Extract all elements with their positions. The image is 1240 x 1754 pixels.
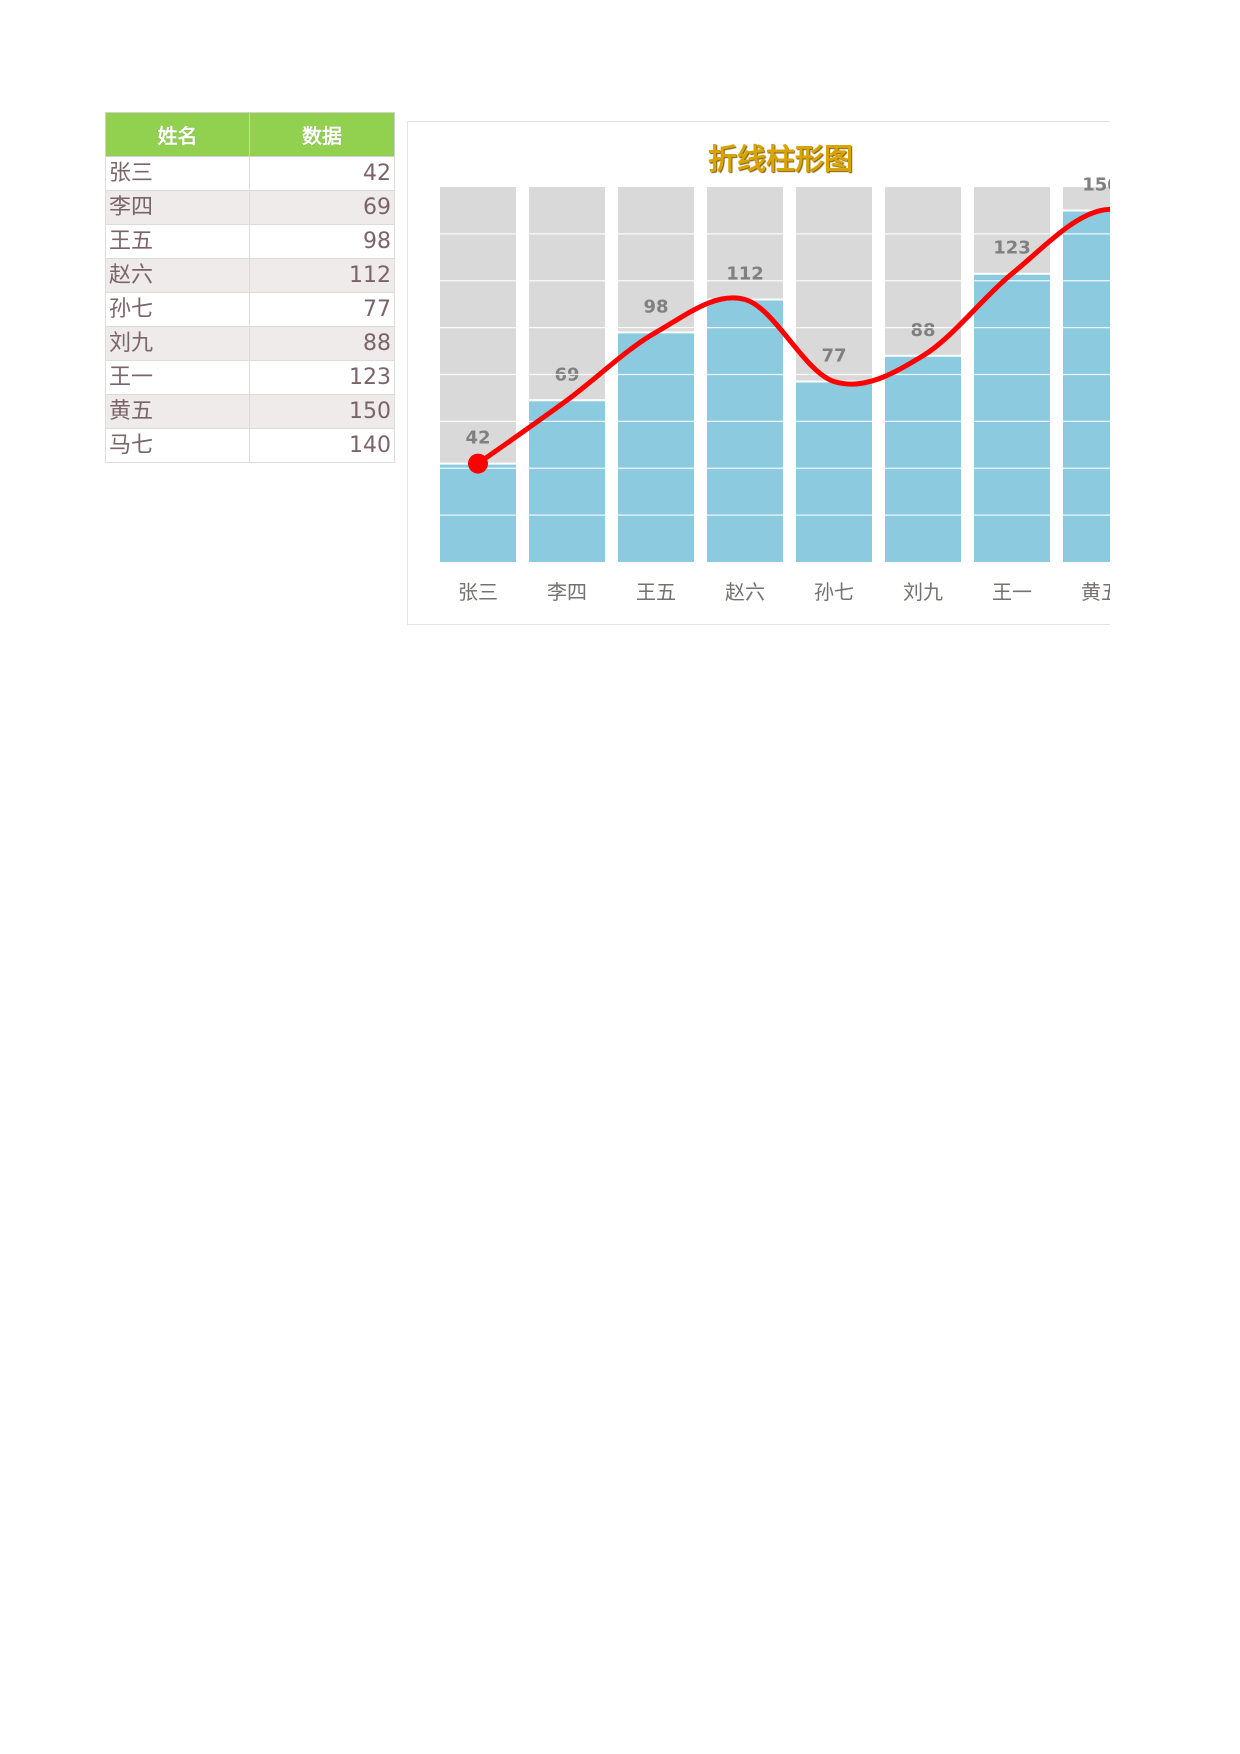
data-bar [707, 299, 783, 562]
value-label: 77 [821, 346, 846, 367]
category-label: 王一 [992, 580, 1032, 604]
table-row: 张三 42 [105, 156, 395, 191]
cell-value: 98 [249, 224, 395, 259]
value-label: 112 [726, 264, 764, 285]
data-table: 姓名 数据 张三 42 李四 69 王五 98 赵六 112 孙七 77 刘九 88 王一 123 黄五 15… [105, 112, 395, 463]
table-header-row: 姓名 数据 [105, 112, 395, 157]
value-label: 98 [643, 296, 668, 317]
category-label: 赵六 [725, 580, 765, 604]
table-row: 刘九 88 [105, 326, 395, 361]
table-row: 孙七 77 [105, 292, 395, 327]
cell-value: 69 [249, 190, 395, 225]
cell-name: 孙七 [105, 292, 250, 327]
value-label: 88 [910, 320, 935, 341]
cell-value: 42 [249, 156, 395, 191]
category-label: 黄五 [1081, 580, 1110, 604]
data-bar [618, 332, 694, 562]
trend-line [475, 206, 1110, 467]
table-row: 王五 98 [105, 224, 395, 259]
column-header-value: 数据 [249, 112, 395, 157]
category-label: 李四 [547, 580, 587, 604]
data-bar [885, 355, 961, 562]
column-header-name: 姓名 [105, 112, 250, 157]
data-bar [974, 273, 1050, 562]
table-row: 赵六 112 [105, 258, 395, 293]
cell-name: 黄五 [105, 394, 250, 429]
category-label: 张三 [458, 580, 498, 604]
table-row: 马七 140 [105, 428, 395, 463]
category-label: 刘九 [903, 580, 943, 604]
value-label: 150 [1082, 174, 1110, 195]
table-row: 李四 69 [105, 190, 395, 225]
cell-value: 112 [249, 258, 395, 293]
table-row: 王一 123 [105, 360, 395, 395]
table-body: 张三 42 李四 69 王五 98 赵六 112 孙七 77 刘九 88 王一 123 黄五 150 马七 140 [105, 156, 395, 463]
data-bar [440, 463, 516, 562]
value-label: 42 [465, 428, 490, 449]
data-bar [796, 381, 872, 562]
cell-name: 马七 [105, 428, 250, 463]
value-label: 123 [993, 238, 1031, 259]
cell-value: 140 [249, 428, 395, 463]
cell-name: 刘九 [105, 326, 250, 361]
category-label: 王五 [636, 580, 676, 604]
chart-frame: 折线柱形图 张三 42 李四 69 王五 98 赵六 112 孙七 77 刘九 88 王一 123 黄五 15… [407, 121, 1110, 625]
data-bar [1063, 210, 1110, 562]
data-bar [529, 400, 605, 562]
cell-value: 150 [249, 394, 395, 429]
cell-name: 赵六 [105, 258, 250, 293]
cell-name: 张三 [105, 156, 250, 191]
table-row: 黄五 150 [105, 394, 395, 429]
cell-name: 李四 [105, 190, 250, 225]
cell-value: 123 [249, 360, 395, 395]
cell-value: 77 [249, 292, 395, 327]
category-label: 孙七 [814, 580, 854, 604]
chart-area: 折线柱形图 张三 42 李四 69 王五 98 赵六 112 孙七 77 刘九 88 王一 123 黄五 15… [407, 121, 1110, 625]
chart-title: 折线柱形图 [707, 142, 853, 176]
cell-name: 王五 [105, 224, 250, 259]
cell-name: 王一 [105, 360, 250, 395]
cell-value: 88 [249, 326, 395, 361]
start-marker [468, 453, 488, 474]
